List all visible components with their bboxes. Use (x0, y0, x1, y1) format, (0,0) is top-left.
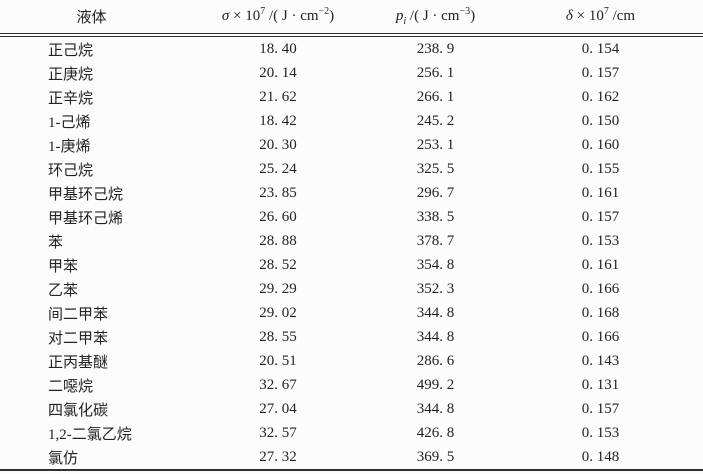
sigma-value: 20. 51 (259, 352, 297, 369)
pi-value: 266. 1 (416, 88, 455, 105)
delta-value: 0. 148 (498, 445, 703, 471)
liquid-name: 1,2-二氯乙烷 (48, 426, 132, 443)
sigma-value: 32. 57 (259, 424, 297, 441)
column-header-pi: pi /( J · cm−3) (373, 0, 498, 37)
table-row: 正丙基醚 20. 51 286. 6 0. 143 (0, 349, 703, 373)
pi-value: 426. 8 (416, 424, 455, 441)
table-row: 苯 28. 88 378. 7 0. 153 (0, 229, 703, 253)
table-row: 1-庚烯 20. 30 253. 1 0. 160 (0, 133, 703, 157)
liquid-name: 苯 (48, 234, 64, 251)
delta-value: 0. 154 (581, 40, 620, 57)
delta-value: 0. 157 (581, 208, 620, 225)
pi-value: 238. 9 (416, 40, 455, 57)
pi-value: 296. 7 (416, 184, 455, 201)
sigma-value: 21. 62 (259, 88, 297, 105)
delta-value: 0. 155 (581, 160, 620, 177)
column-header-liquid: 液体 (0, 0, 183, 37)
table-row: 四氯化碳 27. 04 344. 8 0. 157 (0, 397, 703, 421)
table-row: 乙苯 29. 29 352. 3 0. 166 (0, 277, 703, 301)
table-row: 环己烷 25. 24 325. 5 0. 155 (0, 157, 703, 181)
table-row: 正庚烷 20. 14 256. 1 0. 157 (0, 61, 703, 85)
pi-value: 499. 2 (416, 376, 455, 393)
sigma-value: 25. 24 (259, 160, 297, 177)
pi-value: 253. 1 (416, 136, 455, 153)
pi-value: 378. 7 (416, 232, 455, 249)
delta-value: 0. 150 (581, 112, 620, 129)
delta-value: 0. 131 (581, 376, 620, 393)
sigma-value: 18. 40 (259, 40, 297, 57)
liquid-name: 二噁烷 (48, 378, 94, 395)
sigma-value: 27. 04 (259, 400, 297, 417)
table-row: 二噁烷 32. 67 499. 2 0. 131 (0, 373, 703, 397)
table-header: 液体 σ × 107 /( J · cm−2) pi /( J · cm−3) δ ×… (0, 0, 703, 37)
table-header-row: 液体 σ × 107 /( J · cm−2) pi /( J · cm−3) δ ×… (0, 0, 703, 37)
liquid-name: 正丙基醚 (48, 354, 109, 371)
table-row: 1,2-二氯乙烷 32. 57 426. 8 0. 153 (0, 421, 703, 445)
liquid-name: 间二甲苯 (48, 306, 109, 323)
sigma-value: 32. 67 (259, 376, 297, 393)
pi-value: 354. 8 (416, 256, 455, 273)
pi-value: 344. 8 (416, 304, 455, 321)
table-row: 甲基环己烯 26. 60 338. 5 0. 157 (0, 205, 703, 229)
delta-value: 0. 160 (581, 136, 620, 153)
liquid-name: 对二甲苯 (48, 330, 109, 347)
table-row: 1-己烯 18. 42 245. 2 0. 150 (0, 109, 703, 133)
sigma-value: 20. 14 (259, 64, 297, 81)
liquid-name: 氯仿 (0, 445, 183, 471)
delta-value: 0. 161 (581, 256, 620, 273)
table-row: 氯仿 27. 32 369. 5 0. 148 (0, 445, 703, 471)
table-row: 对二甲苯 28. 55 344. 8 0. 166 (0, 325, 703, 349)
pi-value: 369. 5 (373, 445, 498, 471)
pi-value: 245. 2 (416, 112, 455, 129)
delta-value: 0. 162 (581, 88, 620, 105)
sigma-value: 18. 42 (259, 112, 297, 129)
delta-value: 0. 166 (581, 328, 620, 345)
delta-value: 0. 153 (581, 232, 620, 249)
table-body: 正己烷 18. 40 238. 9 0. 154 正庚烷 20. 14 256. 1 0. 1… (0, 35, 703, 471)
delta-value: 0. 153 (581, 424, 620, 441)
pi-value: 344. 8 (416, 400, 455, 417)
delta-value: 0. 157 (581, 400, 620, 417)
column-header-sigma: σ × 107 /( J · cm−2) (183, 0, 373, 37)
table-row: 正辛烷 21. 62 266. 1 0. 162 (0, 85, 703, 109)
sigma-value: 28. 55 (259, 328, 297, 345)
sigma-value: 29. 29 (259, 280, 297, 297)
pi-value: 256. 1 (416, 64, 455, 81)
liquid-name: 环己烷 (48, 162, 94, 179)
sigma-value: 29. 02 (259, 304, 297, 321)
pi-value: 352. 3 (416, 280, 455, 297)
liquid-name: 甲基环己烯 (48, 210, 124, 227)
pi-value: 286. 6 (416, 352, 455, 369)
liquid-name: 甲苯 (48, 258, 79, 275)
sigma-value: 28. 88 (259, 232, 297, 249)
delta-value: 0. 168 (581, 304, 620, 321)
liquid-name: 正己烷 (48, 42, 94, 59)
liquid-name: 甲基环己烷 (48, 186, 124, 203)
liquid-name: 正庚烷 (48, 66, 94, 83)
delta-value: 0. 143 (581, 352, 620, 369)
sigma-value: 26. 60 (259, 208, 297, 225)
liquid-name: 乙苯 (48, 282, 79, 299)
pi-value: 325. 5 (416, 160, 455, 177)
sigma-value: 23. 85 (259, 184, 297, 201)
table-row: 正己烷 18. 40 238. 9 0. 154 (0, 35, 703, 61)
liquid-name: 1-庚烯 (48, 138, 91, 155)
delta-value: 0. 166 (581, 280, 620, 297)
delta-value: 0. 161 (581, 184, 620, 201)
table-row: 间二甲苯 29. 02 344. 8 0. 168 (0, 301, 703, 325)
delta-value: 0. 157 (581, 64, 620, 81)
pi-value: 344. 8 (416, 328, 455, 345)
sigma-value: 27. 32 (183, 445, 373, 471)
pi-value: 338. 5 (416, 208, 455, 225)
liquid-name: 四氯化碳 (48, 402, 109, 419)
liquid-name: 1-己烯 (48, 114, 91, 131)
sigma-value: 20. 30 (259, 136, 297, 153)
sigma-value: 28. 52 (259, 256, 297, 273)
liquid-name: 正辛烷 (48, 90, 94, 107)
table-row: 甲基环己烷 23. 85 296. 7 0. 161 (0, 181, 703, 205)
column-header-delta: δ × 107 /cm (498, 0, 703, 37)
table-row: 甲苯 28. 52 354. 8 0. 161 (0, 253, 703, 277)
